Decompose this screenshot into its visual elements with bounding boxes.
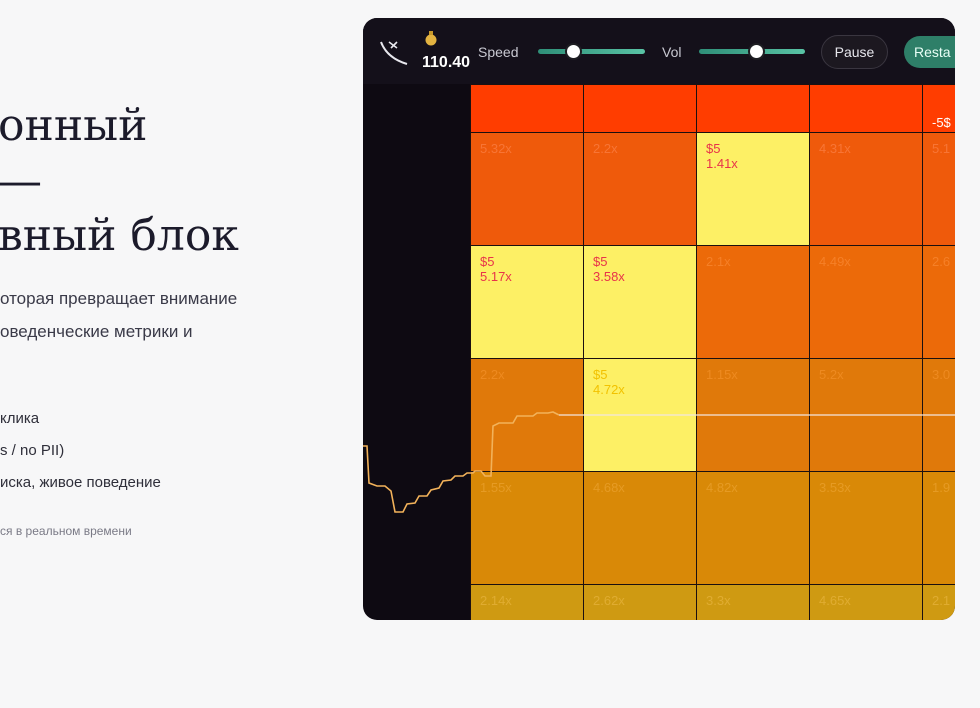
grid-cell[interactable]: $5 5.17x xyxy=(470,245,584,359)
cell-label: 4.68x xyxy=(593,480,625,495)
vol-label: Vol xyxy=(662,44,682,60)
cell-label: 2.1x xyxy=(706,254,731,269)
grid-cell[interactable]: $5 3.58x xyxy=(583,245,697,359)
cell-label: 2.14x xyxy=(480,593,512,608)
cell-label: 3.53x xyxy=(819,480,851,495)
grid-cell[interactable]: 2.62x xyxy=(583,584,697,620)
money-icon xyxy=(425,31,437,46)
grid-cell[interactable]: 2.1x xyxy=(696,245,810,359)
grid-cell[interactable]: 3.53x xyxy=(809,471,923,585)
cell-label: 3.58x xyxy=(593,269,625,284)
speed-knob[interactable] xyxy=(565,43,582,60)
logo-icon xyxy=(380,41,408,65)
cell-label: 1.41x xyxy=(706,156,738,171)
grid-cell[interactable]: 2.14x xyxy=(470,584,584,620)
hero-description: оведенческие метрики и xyxy=(0,322,193,341)
cell-label: 5.32x xyxy=(480,141,512,156)
cell-label: 4.72x xyxy=(593,382,625,397)
hero-title-line: онный xyxy=(0,100,148,151)
cell-label: 1.9 xyxy=(932,480,951,495)
cell-label: 5.2x xyxy=(819,367,844,382)
hero-note: ся в реальном времени xyxy=(0,524,132,538)
cell-label: 5.17x xyxy=(480,269,512,284)
hero-bullet: s / no PII) xyxy=(0,442,65,459)
grid-cell[interactable]: 4.68x xyxy=(583,471,697,585)
grid-cell[interactable] xyxy=(470,84,584,133)
cell-label: 3.3x xyxy=(706,593,731,608)
grid-cell[interactable]: 4.82x xyxy=(696,471,810,585)
speed-slider[interactable] xyxy=(538,49,645,54)
hero-bullet: клика xyxy=(0,410,40,427)
grid-cell[interactable]: 5.32x xyxy=(470,132,584,246)
hero-bullet: иска, живое поведение xyxy=(0,474,161,491)
grid-cell[interactable]: 4.65x xyxy=(809,584,923,620)
cell-label: $5 xyxy=(593,254,608,269)
cell-label: $5 xyxy=(480,254,495,269)
cell-label: 4.49x xyxy=(819,254,851,269)
grid-cell[interactable]: 2.2x xyxy=(583,132,697,246)
grid-cell[interactable]: -5$ xyxy=(922,84,955,133)
speed-label: Speed xyxy=(478,44,519,60)
cell-label: 2.2x xyxy=(480,367,505,382)
restart-button[interactable]: Resta xyxy=(904,36,955,68)
cell-label: $5 xyxy=(706,141,721,156)
cell-label: -5$ xyxy=(932,115,951,130)
game-panel: -5$ 5.32x 2.2x $5 1.41x 4.31x 5.1 $5 5.17x $5 3.58… xyxy=(363,18,955,620)
grid-cell[interactable]: 1.55x xyxy=(470,471,584,585)
cell-label: 4.31x xyxy=(819,141,851,156)
grid-cell[interactable]: 5.1 xyxy=(922,132,955,246)
cell-label: $5 xyxy=(593,367,608,382)
grid-cell[interactable] xyxy=(583,84,697,133)
cell-label: 1.55x xyxy=(480,480,512,495)
grid-cell[interactable]: 4.31x xyxy=(809,132,923,246)
balance: 110.40 xyxy=(422,54,471,71)
grid-cell[interactable]: 4.49x xyxy=(809,245,923,359)
grid-cell[interactable]: 1.9 xyxy=(922,471,955,585)
cell-label: 5.1 xyxy=(932,141,951,156)
cell-label: 2.6 xyxy=(932,254,951,269)
cell-label: 1.15x xyxy=(706,367,738,382)
cell-label: 2.2x xyxy=(593,141,618,156)
cell-label: 4.82x xyxy=(706,480,738,495)
vol-knob[interactable] xyxy=(748,43,765,60)
top-bar: 110.40 Speed Vol Pause Resta xyxy=(363,18,955,84)
pause-button[interactable]: Pause xyxy=(821,35,888,69)
cell-label: 4.65x xyxy=(819,593,851,608)
cell-label: 2.62x xyxy=(593,593,625,608)
hero-title-line: — xyxy=(0,156,42,207)
hero-description: оторая превращает внимание xyxy=(0,289,238,308)
hero-title-line: вный блок xyxy=(0,210,239,261)
cell-label: 3.0 xyxy=(932,367,951,382)
cell-label: 2.1 xyxy=(932,593,951,608)
price-trace xyxy=(363,411,560,513)
grid-cell[interactable]: 2.6 xyxy=(922,245,955,359)
grid-cell[interactable]: 2.1 xyxy=(922,584,955,620)
game-overlay xyxy=(363,411,955,513)
